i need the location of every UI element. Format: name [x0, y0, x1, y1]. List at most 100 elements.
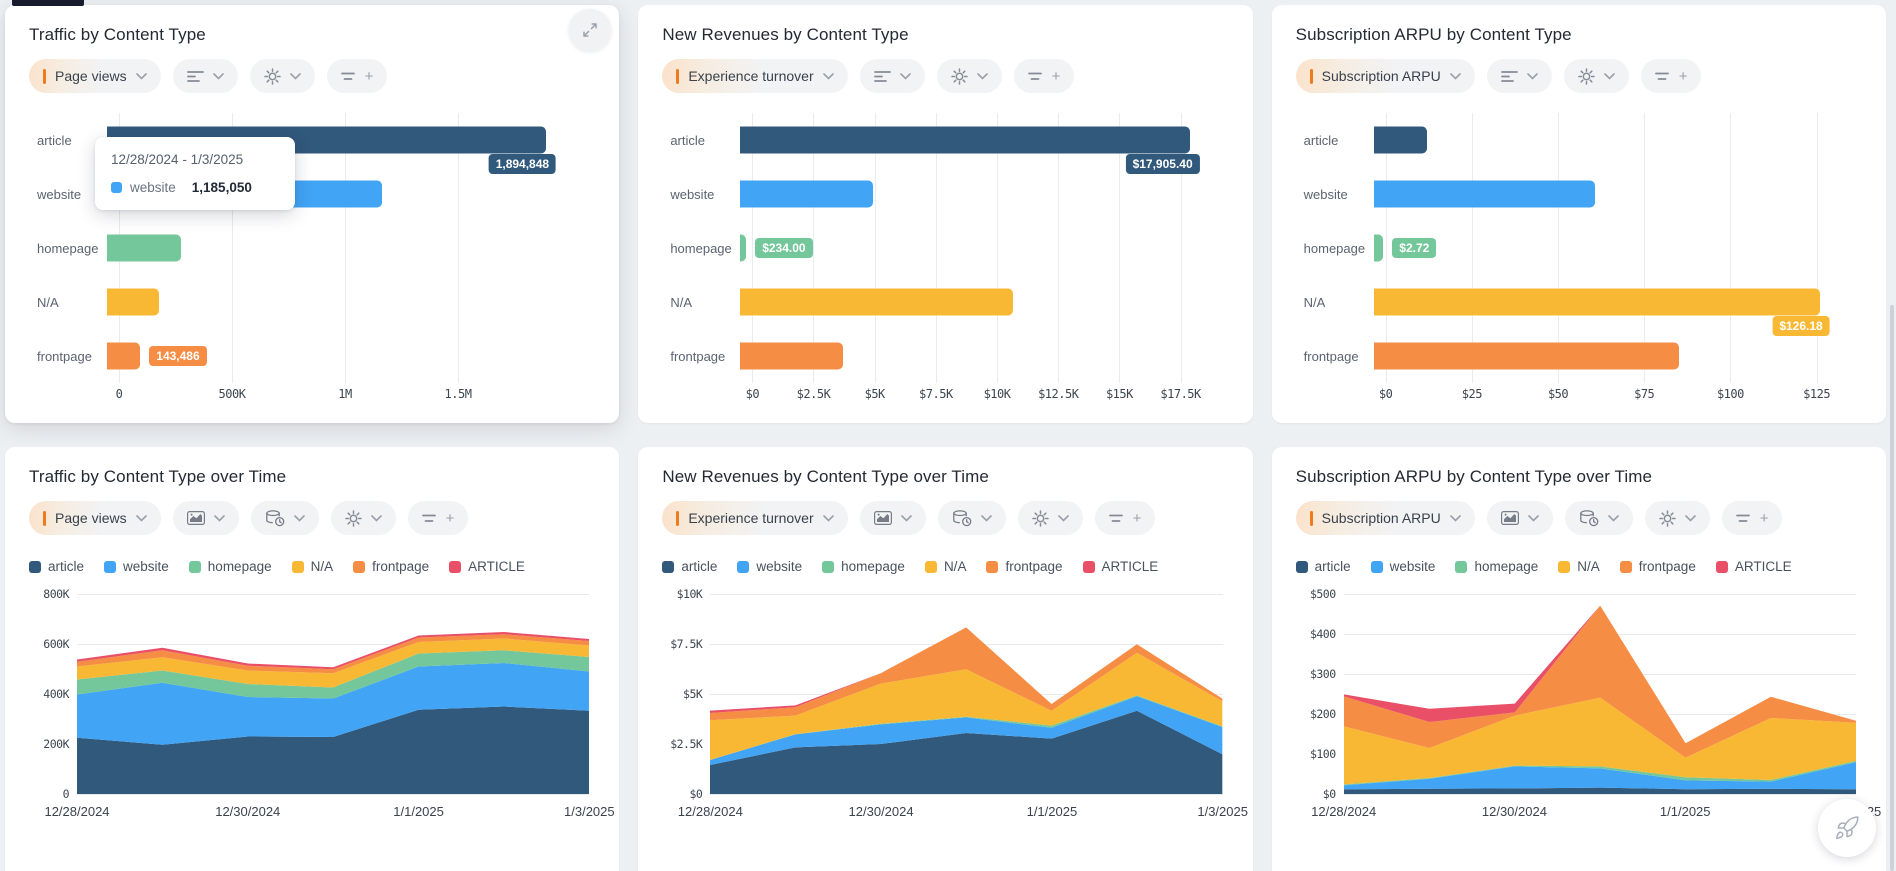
legend-item-article[interactable]: article — [1295, 559, 1351, 574]
metric-selector[interactable]: Experience turnover — [662, 59, 848, 93]
area-plot[interactable] — [77, 594, 590, 795]
filter-button[interactable]: + — [407, 501, 469, 535]
area-plot[interactable] — [1343, 594, 1856, 795]
rocket-fab-button[interactable] — [1818, 799, 1876, 857]
settings-button[interactable] — [1017, 501, 1083, 535]
settings-button[interactable] — [1563, 59, 1629, 93]
metric-selector[interactable]: Subscription ARPU — [1295, 59, 1475, 93]
bar-frontpage[interactable] — [1373, 342, 1680, 370]
database-clock-icon — [952, 509, 971, 526]
data-source-button[interactable] — [937, 501, 1006, 535]
bar-website[interactable] — [1373, 180, 1596, 208]
bar-homepage[interactable] — [1373, 234, 1384, 262]
chart-type-button[interactable] — [172, 501, 239, 535]
sort-button[interactable] — [172, 59, 238, 93]
chart-controls: Experience turnover + — [662, 501, 1228, 535]
tooltip-series-swatch — [111, 182, 122, 193]
bar-N/A[interactable] — [107, 288, 160, 316]
area-chart-icon — [186, 511, 205, 525]
filter-button[interactable]: + — [1094, 501, 1156, 535]
filter-button[interactable]: + — [326, 59, 388, 93]
bar-frontpage[interactable] — [107, 342, 141, 370]
metric-selector[interactable]: Page views — [29, 501, 161, 535]
bar-track — [740, 329, 1224, 383]
legend-item-frontpage[interactable]: frontpage — [986, 559, 1063, 574]
metric-selector[interactable]: Subscription ARPU — [1295, 501, 1475, 535]
bar-track: $2.72 — [1373, 221, 1858, 275]
gear-icon — [344, 509, 362, 527]
bar-N/A[interactable] — [1373, 288, 1820, 316]
legend-item-N/A[interactable]: N/A — [1558, 559, 1600, 574]
legend-item-ARTICLE[interactable]: ARTICLE — [1082, 559, 1158, 574]
chevron-down-icon — [1603, 72, 1615, 80]
gear-icon — [1577, 67, 1595, 85]
sort-button[interactable] — [1486, 59, 1552, 93]
bar-article[interactable] — [1373, 126, 1428, 154]
bar-category-label: homepage — [37, 240, 99, 256]
filter-button[interactable]: + — [1721, 501, 1783, 535]
gear-icon — [950, 67, 968, 85]
metric-label: Subscription ARPU — [1321, 68, 1441, 84]
metric-selector[interactable]: Page views — [29, 59, 161, 93]
chart-type-button[interactable] — [1486, 501, 1553, 535]
settings-button[interactable] — [1644, 501, 1710, 535]
legend-item-homepage[interactable]: homepage — [1455, 559, 1538, 574]
chevron-down-icon — [1684, 514, 1696, 522]
bar-article[interactable] — [740, 126, 1190, 154]
bar-N/A[interactable] — [740, 288, 1013, 316]
data-source-button[interactable] — [250, 501, 319, 535]
legend-swatch — [1619, 560, 1632, 573]
chart-controls: Page views + — [29, 501, 595, 535]
chevron-down-icon — [976, 72, 988, 80]
settings-button[interactable] — [330, 501, 396, 535]
filter-button[interactable]: + — [1640, 59, 1702, 93]
rocket-icon — [1835, 816, 1859, 840]
chart-title: New Revenues by Content Type — [662, 25, 909, 44]
legend-item-article[interactable]: article — [662, 559, 717, 574]
legend-item-homepage[interactable]: homepage — [188, 559, 272, 574]
sort-button[interactable] — [859, 59, 925, 93]
bar-row: homepage — [29, 221, 595, 275]
chevron-down-icon — [1526, 72, 1538, 80]
tooltip-date-range: 12/28/2024 - 1/3/2025 — [111, 152, 244, 167]
legend-item-frontpage[interactable]: frontpage — [1619, 559, 1696, 574]
filter-icon — [1654, 72, 1669, 80]
bar-homepage[interactable] — [740, 234, 747, 262]
legend-item-homepage[interactable]: homepage — [822, 559, 905, 574]
bar-category-label: N/A — [37, 294, 59, 310]
legend-item-frontpage[interactable]: frontpage — [353, 559, 429, 574]
area-plot[interactable] — [710, 594, 1223, 795]
legend-item-ARTICLE[interactable]: ARTICLE — [449, 559, 525, 574]
legend-swatch — [1715, 560, 1728, 573]
expand-chart-button[interactable] — [569, 9, 612, 51]
card-traffic-over-time: Traffic by Content Type over Time Page v… — [5, 447, 620, 871]
legend-item-website[interactable]: website — [737, 559, 802, 574]
chart-legend: article website homepage N/A frontpage ARTICL… — [29, 559, 595, 574]
legend-swatch — [1558, 560, 1571, 573]
filter-icon — [340, 72, 355, 80]
bar-homepage[interactable] — [107, 234, 182, 262]
legend-item-ARTICLE[interactable]: ARTICLE — [1715, 559, 1792, 574]
chart-type-button[interactable] — [859, 501, 926, 535]
bar-track: $126.18 — [1373, 275, 1858, 336]
legend-item-article[interactable]: article — [29, 559, 84, 574]
data-source-button[interactable] — [1564, 501, 1633, 535]
chevron-down-icon — [1057, 514, 1069, 522]
legend-item-N/A[interactable]: N/A — [291, 559, 333, 574]
settings-button[interactable] — [249, 59, 315, 93]
chevron-down-icon — [212, 72, 224, 80]
page-scrollbar[interactable] — [1890, 305, 1894, 871]
metric-selector[interactable]: Experience turnover — [662, 501, 848, 535]
legend-item-website[interactable]: website — [104, 559, 169, 574]
legend-item-N/A[interactable]: N/A — [924, 559, 966, 574]
filter-button[interactable]: + — [1013, 59, 1075, 93]
bar-category-label: N/A — [670, 294, 692, 310]
settings-button[interactable] — [936, 59, 1002, 93]
bar-frontpage[interactable] — [740, 342, 844, 370]
chevron-down-icon — [135, 514, 147, 522]
legend-item-website[interactable]: website — [1370, 559, 1435, 574]
bar-value-badge: 1,894,848 — [488, 154, 557, 174]
chart-controls: Page views + — [29, 59, 595, 93]
bar-website[interactable] — [740, 180, 874, 208]
chevron-down-icon — [293, 514, 305, 522]
